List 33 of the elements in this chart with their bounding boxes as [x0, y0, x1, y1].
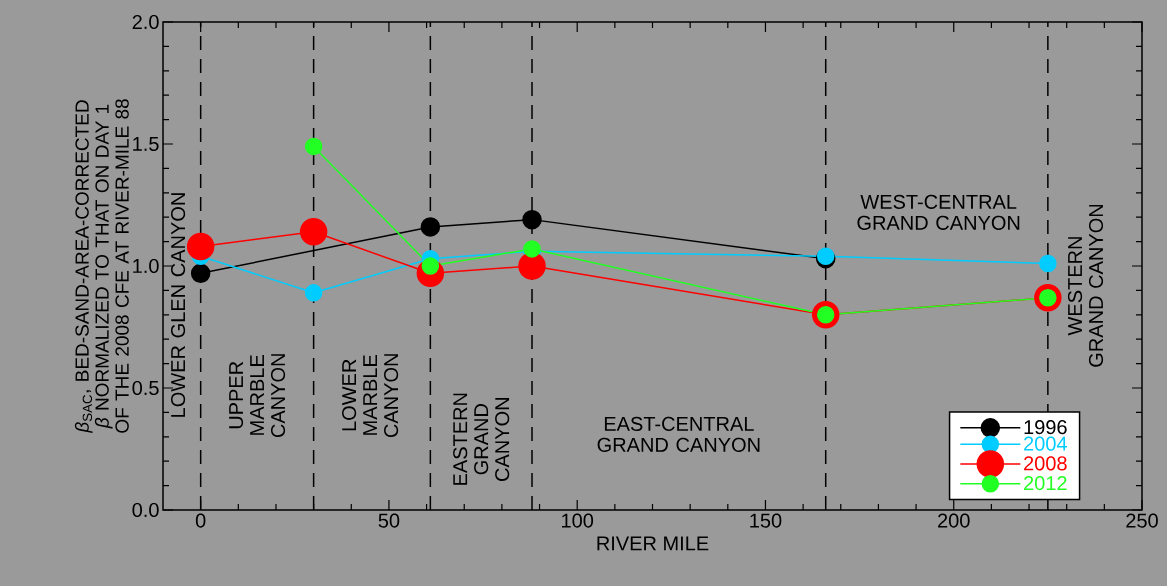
y-tick-label: 1.0	[133, 258, 159, 274]
x-tick-label: 0	[195, 513, 206, 528]
legend-label: 2012	[1024, 476, 1067, 491]
point	[304, 284, 323, 302]
point	[186, 232, 215, 261]
annotation: WEST-CENTRAL GRAND CANYON	[857, 194, 1020, 230]
x-tick-label: 150	[750, 513, 782, 528]
x-tick-label: 50	[378, 513, 400, 528]
legend-label: 2008	[1024, 456, 1067, 471]
x-tick-label: 100	[562, 513, 594, 528]
point	[1039, 254, 1057, 273]
point	[190, 263, 211, 284]
point	[518, 252, 546, 280]
y-tick-label: 0.5	[132, 380, 159, 396]
annotation: EAST-CENTRAL GRAND CANYON	[597, 416, 760, 452]
point	[299, 218, 328, 246]
x-tick-label: 200	[938, 513, 970, 528]
annotation: UPPER MARBLE CANYON	[229, 354, 286, 438]
x-tick-label: 250	[1126, 513, 1158, 528]
annotation: LOWER MARBLE CANYON	[342, 354, 399, 438]
point	[522, 209, 542, 230]
legend-label: 2004	[1024, 436, 1067, 451]
x-axis-title: RIVER MILE	[597, 536, 709, 551]
annotation: LOWER GLEN CANYON	[171, 193, 186, 417]
text: β$_{SAC}$, BED-SAND-AREA-CORRECTED β NORMALIZED TO THAT ON DAY 1 OF THE 2008 CFE AT RIVER-MILE 88	[74, 99, 129, 434]
point	[420, 217, 441, 237]
y-tick-label: 2.0	[132, 14, 159, 30]
y-tick-label: 0.0	[132, 502, 159, 518]
annotation: WESTERN GRAND CANYON	[1067, 204, 1104, 367]
annotation: EASTERN GRAND CANYON	[453, 393, 510, 485]
point	[304, 137, 323, 156]
legend-label: 1996	[1024, 420, 1067, 435]
y-tick-label: 1.5	[133, 137, 159, 151]
